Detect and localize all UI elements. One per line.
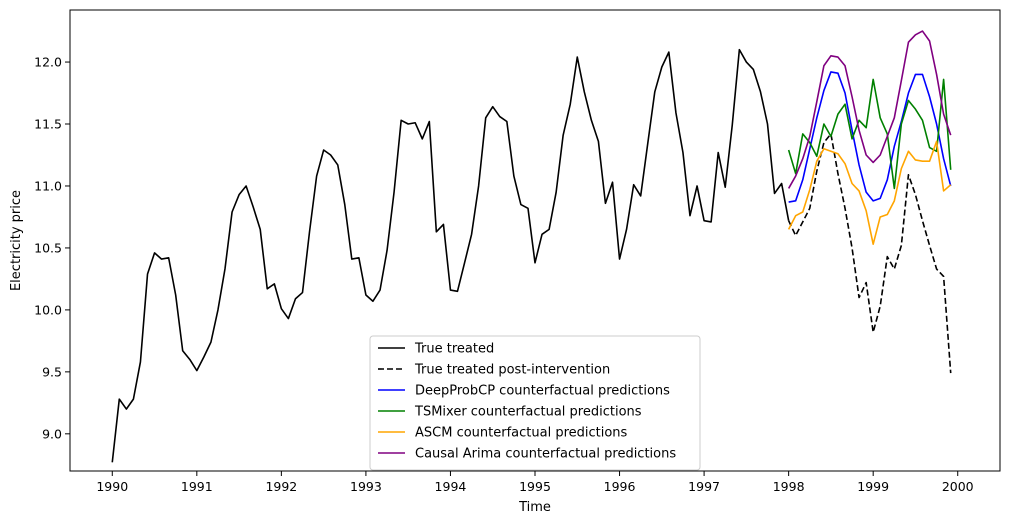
y-tick-label: 12.0 [34,55,62,70]
y-tick-label: 9.0 [42,426,62,441]
series-line-5 [787,30,952,189]
x-tick-label: 1996 [604,479,636,494]
y-axis-label: Electricity price [9,190,24,291]
y-tick-label: 10.0 [34,302,62,317]
series-line-2 [788,71,952,203]
y-tick-label: 11.0 [34,178,62,193]
plot-area [111,30,952,463]
x-tick-label: 1991 [181,479,213,494]
y-axis: 9.0 9.5 10.0 10.5 11.0 11.5 12.0 [34,55,70,441]
x-tick-label: 1997 [688,479,720,494]
legend-label-1: True treated post-intervention [414,363,610,378]
legend-label-2: DeepProbCP counterfactual predictions [415,384,670,399]
legend-label-5: Causal Arima counterfactual predictions [415,447,676,462]
x-tick-label: 1992 [265,479,297,494]
x-tick-label: 2000 [942,479,974,494]
legend-label-3: TSMixer counterfactual predictions [414,405,642,420]
x-tick-label: 1998 [773,479,805,494]
series-line-3 [787,78,952,190]
x-tick-label: 1999 [857,479,889,494]
series-line-1 [787,133,952,374]
legend-label-4: ASCM counterfactual predictions [415,426,628,441]
x-tick-label: 1994 [435,479,467,494]
x-axis: 1990 1991 1992 1993 1994 1995 1996 1997 1998 1999… [96,471,974,494]
legend: True treated True treated post-interventi… [369,335,701,471]
x-axis-label: Time [518,500,551,515]
legend-label-0: True treated [414,342,494,357]
x-tick-label: 1993 [350,479,382,494]
series-line-0 [111,48,790,463]
y-tick-label: 10.5 [34,240,62,255]
series-line-4 [787,140,952,246]
legend-box [369,335,701,471]
y-tick-label: 11.5 [34,117,62,132]
x-tick-label: 1995 [519,479,551,494]
y-tick-label: 9.5 [42,364,62,379]
x-tick-label: 1990 [96,479,128,494]
